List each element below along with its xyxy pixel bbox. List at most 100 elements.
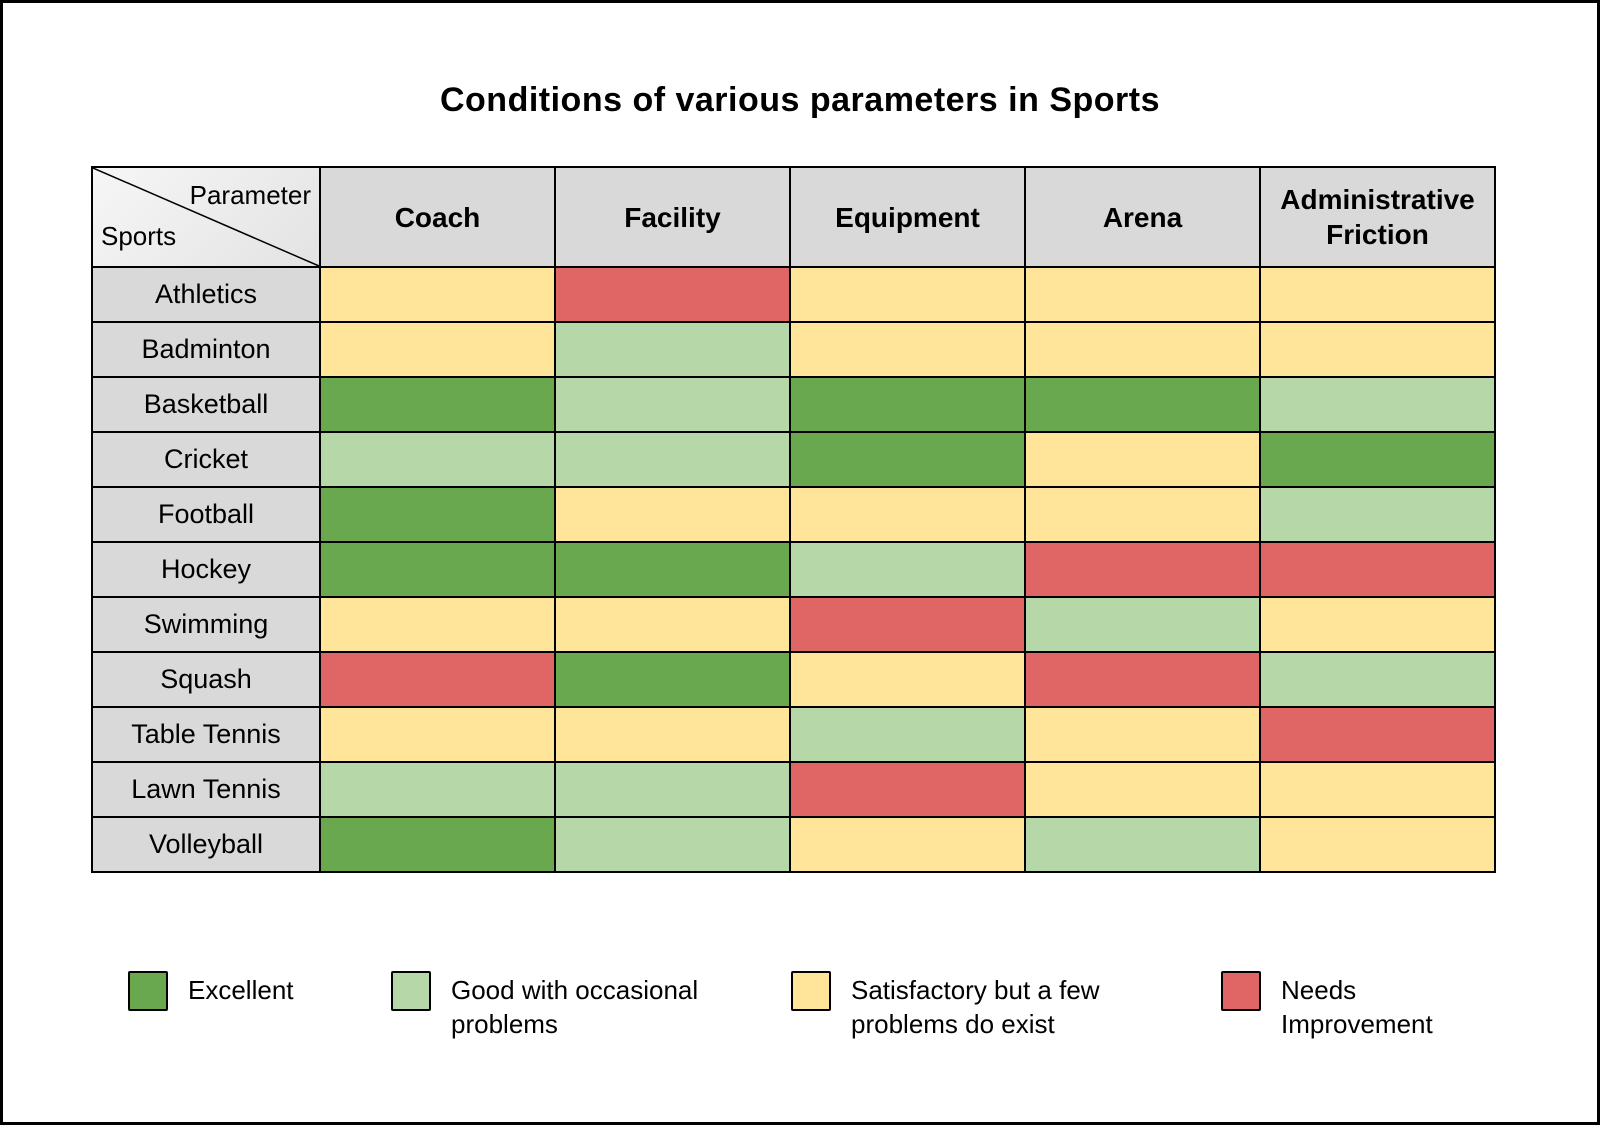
cell-swimming-administrative-friction	[1259, 596, 1496, 653]
cell-badminton-arena	[1024, 321, 1261, 378]
cell-athletics-equipment	[789, 266, 1026, 323]
legend-swatch-excellent	[128, 971, 168, 1011]
cell-volleyball-administrative-friction	[1259, 816, 1496, 873]
cell-table-tennis-administrative-friction	[1259, 706, 1496, 763]
row-label-table-tennis: Table Tennis	[91, 706, 321, 763]
cell-hockey-equipment	[789, 541, 1026, 598]
cell-badminton-coach	[319, 321, 556, 378]
table-row-hockey: Hockey	[91, 541, 1496, 598]
table-row-basketball: Basketball	[91, 376, 1496, 433]
cell-lawn-tennis-facility	[554, 761, 791, 818]
cell-hockey-administrative-friction	[1259, 541, 1496, 598]
legend-label-good: Good with occasional problems	[451, 975, 699, 1039]
cell-hockey-arena	[1024, 541, 1261, 598]
table-row-volleyball: Volleyball	[91, 816, 1496, 873]
cell-badminton-administrative-friction	[1259, 321, 1496, 378]
row-label-lawn-tennis: Lawn Tennis	[91, 761, 321, 818]
row-label-swimming: Swimming	[91, 596, 321, 653]
cell-basketball-administrative-friction	[1259, 376, 1496, 433]
table-row-football: Football	[91, 486, 1496, 543]
cell-cricket-facility	[554, 431, 791, 488]
cell-football-facility	[554, 486, 791, 543]
legend: Excellent Good with occasional problems …	[3, 963, 1597, 1063]
legend-item-satisfactory: Satisfactory but a few problems do exist	[791, 971, 1151, 1042]
cell-athletics-administrative-friction	[1259, 266, 1496, 323]
conditions-table: Parameter Sports Coach Facility Equipmen…	[91, 166, 1496, 873]
column-header-arena: Arena	[1024, 166, 1261, 268]
cell-badminton-equipment	[789, 321, 1026, 378]
cell-swimming-facility	[554, 596, 791, 653]
cell-table-tennis-facility	[554, 706, 791, 763]
cell-hockey-facility	[554, 541, 791, 598]
cell-squash-equipment	[789, 651, 1026, 708]
table-row-lawn-tennis: Lawn Tennis	[91, 761, 1496, 818]
table-row-cricket: Cricket	[91, 431, 1496, 488]
row-label-football: Football	[91, 486, 321, 543]
cell-athletics-coach	[319, 266, 556, 323]
table-row-squash: Squash	[91, 651, 1496, 708]
row-label-squash: Squash	[91, 651, 321, 708]
diagonal-corner-cell: Parameter Sports	[91, 166, 321, 268]
header-row: Parameter Sports Coach Facility Equipmen…	[91, 166, 1496, 268]
cell-table-tennis-equipment	[789, 706, 1026, 763]
row-label-volleyball: Volleyball	[91, 816, 321, 873]
legend-label-satisfactory: Satisfactory but a few problems do exist	[851, 975, 1100, 1039]
cell-cricket-arena	[1024, 431, 1261, 488]
cell-volleyball-facility	[554, 816, 791, 873]
cell-lawn-tennis-coach	[319, 761, 556, 818]
cell-football-equipment	[789, 486, 1026, 543]
cell-swimming-equipment	[789, 596, 1026, 653]
table-row-athletics: Athletics	[91, 266, 1496, 323]
cell-table-tennis-coach	[319, 706, 556, 763]
cell-squash-arena	[1024, 651, 1261, 708]
row-label-athletics: Athletics	[91, 266, 321, 323]
cell-volleyball-arena	[1024, 816, 1261, 873]
table-row-table-tennis: Table Tennis	[91, 706, 1496, 763]
cell-athletics-facility	[554, 266, 791, 323]
cell-lawn-tennis-arena	[1024, 761, 1261, 818]
cell-lawn-tennis-equipment	[789, 761, 1026, 818]
row-label-cricket: Cricket	[91, 431, 321, 488]
corner-label-parameter: Parameter	[189, 180, 311, 210]
cell-swimming-coach	[319, 596, 556, 653]
column-header-coach: Coach	[319, 166, 556, 268]
cell-hockey-coach	[319, 541, 556, 598]
row-label-badminton: Badminton	[91, 321, 321, 378]
cell-basketball-arena	[1024, 376, 1261, 433]
column-header-facility: Facility	[554, 166, 791, 268]
cell-cricket-equipment	[789, 431, 1026, 488]
cell-squash-administrative-friction	[1259, 651, 1496, 708]
legend-swatch-satisfactory	[791, 971, 831, 1011]
cell-football-administrative-friction	[1259, 486, 1496, 543]
cell-athletics-arena	[1024, 266, 1261, 323]
legend-swatch-needs-improvement	[1221, 971, 1261, 1011]
column-header-equipment: Equipment	[789, 166, 1026, 268]
cell-cricket-coach	[319, 431, 556, 488]
cell-volleyball-coach	[319, 816, 556, 873]
cell-cricket-administrative-friction	[1259, 431, 1496, 488]
cell-lawn-tennis-administrative-friction	[1259, 761, 1496, 818]
cell-football-coach	[319, 486, 556, 543]
row-label-basketball: Basketball	[91, 376, 321, 433]
row-label-hockey: Hockey	[91, 541, 321, 598]
legend-label-needs-improvement: Needs Improvement	[1281, 975, 1433, 1039]
cell-squash-coach	[319, 651, 556, 708]
cell-basketball-facility	[554, 376, 791, 433]
table-row-swimming: Swimming	[91, 596, 1496, 653]
cell-basketball-equipment	[789, 376, 1026, 433]
cell-football-arena	[1024, 486, 1261, 543]
cell-badminton-facility	[554, 321, 791, 378]
cell-squash-facility	[554, 651, 791, 708]
cell-swimming-arena	[1024, 596, 1261, 653]
cell-basketball-coach	[319, 376, 556, 433]
legend-item-excellent: Excellent	[128, 971, 294, 1011]
chart-title: Conditions of various parameters in Spor…	[439, 81, 1160, 119]
corner-label-sports: Sports	[101, 221, 177, 251]
cell-volleyball-equipment	[789, 816, 1026, 873]
cell-table-tennis-arena	[1024, 706, 1261, 763]
diagonal-line	[93, 168, 319, 266]
legend-item-needs-improvement: Needs Improvement	[1221, 971, 1471, 1042]
legend-swatch-good	[391, 971, 431, 1011]
legend-label-excellent: Excellent	[188, 975, 294, 1005]
